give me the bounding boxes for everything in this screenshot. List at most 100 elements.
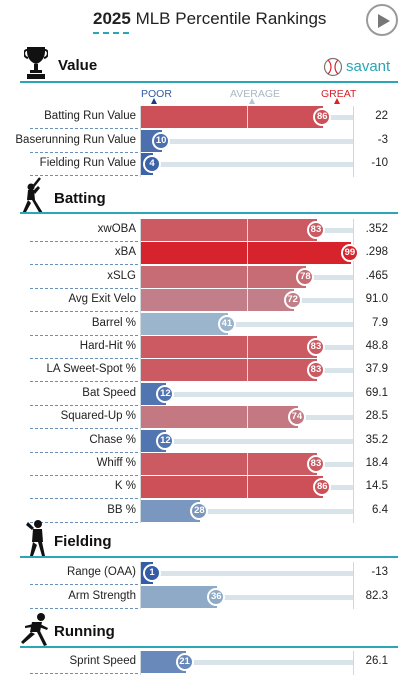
scale-label-average: AVERAGE (230, 88, 280, 100)
percentile-bubble: 41 (217, 314, 236, 333)
metric-row[interactable]: Sprint Speed 21 26.1 (0, 651, 406, 674)
average-gridline (247, 406, 248, 429)
row-divider (30, 673, 138, 674)
metric-row[interactable]: Chase % 12 35.2 (0, 429, 406, 453)
metric-label: Avg Exit Velo (68, 293, 136, 306)
savant-brand-text: savant (346, 58, 391, 75)
metric-value: 14.5 (365, 480, 388, 493)
metric-row[interactable]: Avg Exit Velo 72 91.0 (0, 289, 406, 313)
metric-value: -3 (377, 133, 388, 146)
metric-value: 35.2 (365, 433, 388, 446)
average-gridline (247, 219, 248, 241)
metric-value: 28.5 (365, 410, 388, 423)
average-gridline (247, 453, 248, 475)
percentile-track (141, 438, 353, 444)
metric-label: Whiff % (96, 457, 136, 469)
row-divider (30, 428, 138, 430)
percentile-bubble: 21 (175, 653, 194, 671)
row-divider (30, 311, 138, 313)
average-gridline (247, 265, 248, 288)
baseball-icon (323, 57, 343, 77)
metric-label: Baserunning Run Value (15, 133, 136, 146)
percentile-track (141, 594, 353, 600)
metric-label: xBA (114, 246, 136, 259)
fielder-icon (24, 518, 48, 563)
row-divider (30, 475, 138, 476)
metric-value: .298 (365, 246, 388, 259)
average-gridline (247, 242, 248, 265)
title-year: 2025 (93, 9, 131, 28)
percentile-bubble: 12 (156, 431, 175, 450)
metric-label: Fielding Run Value (39, 157, 136, 169)
metric-value: 18.4 (365, 457, 388, 469)
metric-label: Range (OAA) (66, 566, 136, 578)
metric-row[interactable]: Baserunning Run Value 10 -3 (0, 129, 406, 153)
percentile-bubble: 83 (306, 455, 325, 473)
section-title-value: Value (58, 57, 98, 74)
metric-row[interactable]: LA Sweet-Spot % 83 37.9 (0, 359, 406, 383)
percentile-bar (141, 289, 294, 312)
metric-row[interactable]: Squared-Up % 74 28.5 (0, 406, 406, 430)
metric-label: Batting Run Value (44, 110, 136, 122)
percentile-track (141, 391, 353, 397)
percentile-bar (141, 336, 317, 358)
percentile-bubble: 83 (306, 361, 325, 380)
percentile-bubble: 74 (287, 408, 306, 427)
row-divider (30, 607, 138, 609)
metric-row[interactable]: xSLG 78 .465 (0, 265, 406, 289)
metric-row[interactable]: Hard-Hit % 83 48.8 (0, 336, 406, 359)
row-divider (30, 451, 138, 453)
column-separator (353, 651, 354, 675)
column-separator (140, 651, 141, 675)
percentile-bubble: 1 (143, 564, 161, 582)
metric-value: .352 (365, 223, 388, 235)
metric-row[interactable]: K % 86 14.5 (0, 476, 406, 500)
percentile-bar (141, 359, 317, 382)
percentile-bubble: 10 (152, 131, 171, 150)
runner-icon (18, 612, 52, 653)
metric-row[interactable]: Barrel % 41 7.9 (0, 312, 406, 336)
percentile-bubble: 86 (313, 108, 332, 126)
average-gridline (247, 106, 248, 128)
percentile-bubble: 99 (340, 244, 359, 263)
average-arrow-icon (249, 98, 255, 104)
metric-row[interactable]: Arm Strength 36 82.3 (0, 585, 406, 609)
metric-value: -10 (371, 157, 388, 169)
percentile-bubble: 86 (313, 478, 332, 497)
section-divider (20, 556, 398, 558)
percentile-track (141, 508, 353, 514)
header: 2025 MLB Percentile Rankings (0, 0, 406, 40)
metric-value: 37.9 (365, 363, 388, 376)
metric-row[interactable]: Whiff % 83 18.4 (0, 453, 406, 476)
percentile-track (141, 660, 353, 665)
section-title-batting: Batting (54, 190, 106, 207)
metric-row[interactable]: Fielding Run Value 4 -10 (0, 153, 406, 176)
trophy-icon (23, 45, 49, 86)
row-divider (30, 128, 138, 129)
metric-row[interactable]: Range (OAA) 1 -13 (0, 562, 406, 585)
metric-row[interactable]: Bat Speed 12 69.1 (0, 382, 406, 406)
column-separator (140, 219, 141, 524)
metric-label: xwOBA (97, 223, 136, 235)
title-underline (93, 32, 129, 34)
metric-value: 22 (375, 110, 388, 122)
metric-value: -13 (371, 566, 388, 578)
row-divider (30, 287, 138, 289)
metric-row[interactable]: xBA 99 .298 (0, 242, 406, 266)
metric-label: Hard-Hit % (79, 340, 136, 352)
row-divider (30, 381, 138, 383)
metric-label: LA Sweet-Spot % (46, 363, 137, 376)
play-button[interactable] (366, 4, 398, 36)
percentile-bar (141, 499, 201, 522)
row-divider (30, 264, 138, 266)
section-divider (20, 646, 398, 648)
metric-row[interactable]: Batting Run Value 86 22 (0, 106, 406, 129)
row-divider (30, 334, 138, 336)
percentile-bar (141, 242, 351, 265)
percentile-bubble: 4 (143, 155, 161, 173)
great-arrow-icon (334, 98, 340, 104)
metric-row[interactable]: BB % 28 6.4 (0, 499, 406, 523)
metric-label: Chase % (89, 433, 136, 446)
average-gridline (247, 359, 248, 382)
metric-row[interactable]: xwOBA 83 .352 (0, 219, 406, 242)
